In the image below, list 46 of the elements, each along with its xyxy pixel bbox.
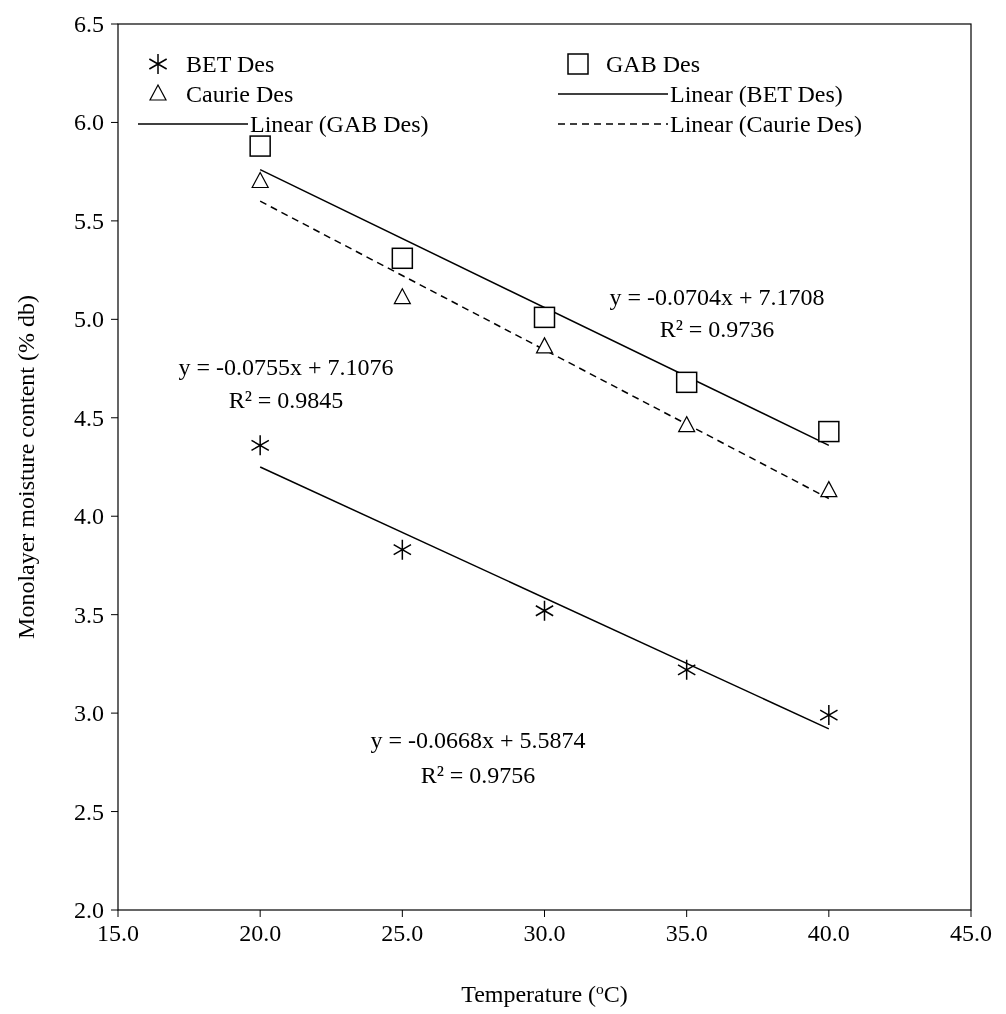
annotation: R² = 0.9756 <box>420 762 536 788</box>
annotation: y = -0.0755x + 7.1076 <box>178 354 394 380</box>
y-tick-label: 4.5 <box>74 404 104 431</box>
x-tick-label: 15.0 <box>97 920 139 946</box>
y-tick-label: 6.5 <box>74 11 104 37</box>
y-tick-label: 5.5 <box>74 207 104 234</box>
x-tick-label: 35.0 <box>665 920 708 946</box>
point <box>391 247 414 270</box>
x-tick-label: 25.0 <box>381 920 424 946</box>
x-tick-label: 45.0 <box>950 920 992 946</box>
y-tick-label: 2.0 <box>74 897 104 923</box>
point <box>250 434 270 457</box>
y-tick-label: 6.0 <box>74 109 104 136</box>
point <box>678 416 696 433</box>
y-axis-title: Monolayer moisture content (% db) <box>13 295 39 639</box>
legend-label: Linear (BET Des) <box>670 81 843 107</box>
x-tick-label: 40.0 <box>807 920 850 946</box>
y-tick-label: 3.0 <box>74 700 104 727</box>
annotation: y = -0.0668x + 5.5874 <box>370 727 586 753</box>
legend-label: Caurie Des <box>186 81 294 107</box>
annotation: y = -0.0704x + 7.1708 <box>609 284 825 310</box>
point <box>677 659 697 681</box>
legend-label: BET Des <box>186 51 275 77</box>
legend-label: Linear (GAB Des) <box>250 111 429 137</box>
y-tick-label: 4.0 <box>74 503 104 530</box>
point <box>820 481 838 498</box>
point <box>535 337 554 354</box>
point <box>251 171 269 189</box>
annotation: R² = 0.9736 <box>659 316 775 342</box>
point <box>533 306 556 329</box>
point <box>392 538 412 561</box>
legend-label: GAB Des <box>606 51 700 77</box>
y-tick-label: 5.0 <box>74 306 104 333</box>
annotation: R² = 0.9845 <box>228 387 344 413</box>
point <box>393 288 411 305</box>
legend-label: Linear (Caurie Des) <box>670 111 862 137</box>
point <box>819 704 839 726</box>
point <box>818 420 840 443</box>
x-tick-label: 30.0 <box>523 920 566 946</box>
y-tick-label: 2.5 <box>74 798 104 825</box>
x-tick-label: 20.0 <box>239 920 282 946</box>
x-axis-title: Temperature ($^{o}$C) <box>461 979 628 1007</box>
point <box>535 599 554 622</box>
y-tick-label: 3.5 <box>74 601 104 628</box>
point <box>675 371 698 394</box>
point <box>249 135 271 157</box>
